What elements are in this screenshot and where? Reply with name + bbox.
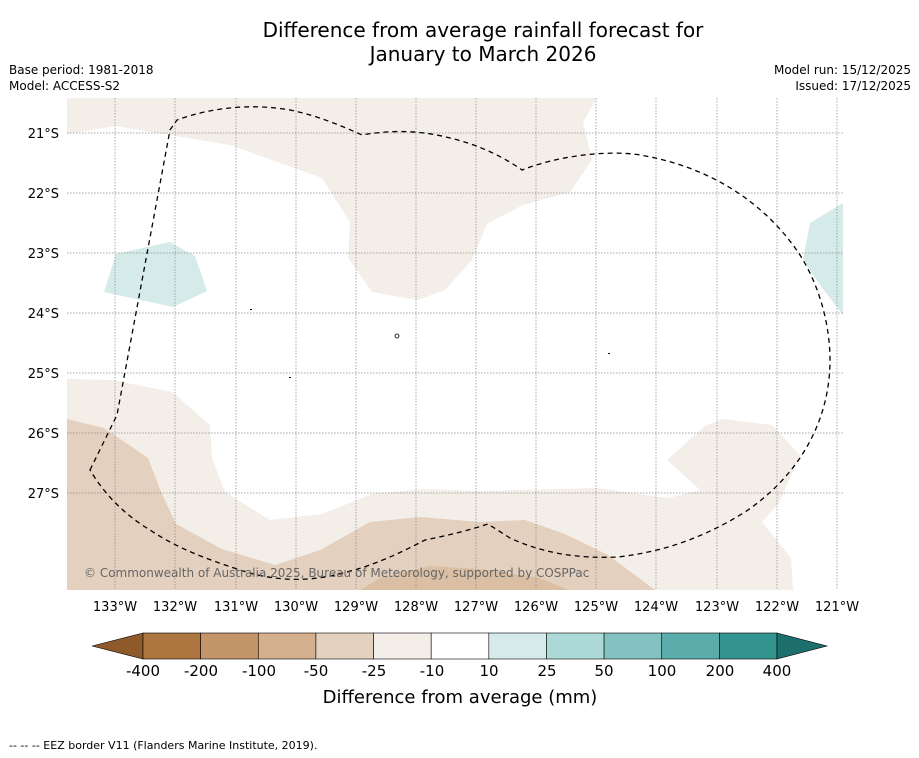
island	[608, 353, 610, 354]
colorbar-cell	[430, 632, 490, 660]
lon-label: 129°W	[334, 600, 378, 615]
colorbar-cell	[315, 632, 374, 660]
lat-axis-labels: 21°S 22°S 23°S 24°S 25°S 26°S 27°S	[28, 127, 59, 502]
lon-label: 125°W	[574, 600, 618, 615]
islands	[250, 309, 610, 378]
colorbar-tick: 25	[537, 662, 556, 680]
colorbar-cell	[373, 632, 432, 660]
colorbar-cell	[719, 632, 778, 660]
lon-label: 130°W	[274, 600, 318, 615]
colorbar-tick: 100	[648, 662, 677, 680]
colorbar-tick: 400	[763, 662, 792, 680]
colorbar: -400 -200 -100 -50 -25 -10 10 25 50 100 …	[91, 632, 829, 708]
colorbar-arrow-high	[776, 632, 829, 660]
anomaly-region-dry-strong	[360, 566, 568, 590]
lat-label: 27°S	[28, 487, 59, 502]
colorbar-tick-labels: -400 -200 -100 -50 -25 -10 10 25 50 100 …	[126, 662, 791, 680]
island	[289, 377, 291, 378]
colorbar-tick: -25	[362, 662, 387, 680]
colorbar-cell	[603, 632, 663, 660]
issued-date: Issued: 17/12/2025	[795, 79, 911, 93]
map-title: Difference from average rainfall forecas…	[0, 18, 919, 66]
model-name: Model: ACCESS-S2	[9, 79, 121, 93]
island	[250, 309, 252, 310]
colorbar-tick: -10	[420, 662, 445, 680]
lat-label: 23°S	[28, 247, 59, 262]
lat-label: 21°S	[28, 127, 59, 142]
colorbar-tick: -200	[184, 662, 218, 680]
title-line-1: Difference from average rainfall forecas…	[262, 18, 704, 42]
meta-right: Model run: 15/12/2025 Issued: 17/12/2025	[774, 62, 911, 94]
colorbar-cell	[142, 632, 201, 660]
model-run: Model run: 15/12/2025	[773, 63, 911, 77]
colorbar-arrow-low	[91, 632, 144, 660]
lat-label: 25°S	[28, 367, 59, 382]
island	[394, 333, 400, 339]
colorbar-cell	[488, 632, 547, 660]
colorbar-cell	[257, 632, 317, 660]
meta-left: Base period: 1981-2018 Model: ACCESS-S2	[9, 62, 154, 94]
anomaly-region-dry-mid	[67, 419, 655, 590]
colorbar-tick: 10	[479, 662, 498, 680]
eez-border	[89, 106, 831, 581]
colorbar-tick: -50	[304, 662, 329, 680]
colorbar-cells	[142, 632, 778, 660]
lon-label: 131°W	[214, 600, 258, 615]
colorbar-title: Difference from average (mm)	[323, 687, 598, 708]
title-line-2: January to March 2026	[369, 42, 597, 66]
lat-label: 24°S	[28, 307, 59, 322]
lon-label: 126°W	[514, 600, 558, 615]
lon-label: 133°W	[93, 600, 137, 615]
lat-label: 26°S	[28, 427, 59, 442]
colorbar-tick: -400	[126, 662, 160, 680]
lon-label: 127°W	[454, 600, 498, 615]
anomaly-region-wet-east	[803, 203, 843, 315]
lon-label: 123°W	[695, 600, 739, 615]
colorbar-cell	[200, 632, 259, 660]
lon-label: 124°W	[634, 600, 678, 615]
lon-label: 121°W	[815, 600, 859, 615]
map-panel: © Commonwealth of Australia 2025, Bureau…	[67, 98, 843, 590]
gridlines	[67, 98, 843, 590]
copyright-text: © Commonwealth of Australia 2025, Bureau…	[84, 566, 589, 580]
colorbar-tick: 200	[706, 662, 735, 680]
anomaly-region-dry-light-south	[67, 379, 800, 590]
base-period: Base period: 1981-2018	[9, 63, 154, 77]
colorbar-tick: 50	[594, 662, 613, 680]
colorbar-tick: -100	[242, 662, 276, 680]
eez-legend: -- -- -- EEZ border V11 (Flanders Marine…	[9, 739, 318, 752]
lon-label: 122°W	[755, 600, 799, 615]
anomaly-region-dry-light-north	[67, 98, 597, 300]
anomaly-region-wet-west	[104, 242, 207, 307]
lon-axis-labels: 133°W 132°W 131°W 130°W 129°W 128°W 127°…	[93, 600, 859, 615]
lat-label: 22°S	[28, 187, 59, 202]
lon-label: 132°W	[153, 600, 197, 615]
colorbar-cell	[661, 632, 720, 660]
lon-label: 128°W	[394, 600, 438, 615]
colorbar-cell	[546, 632, 605, 660]
